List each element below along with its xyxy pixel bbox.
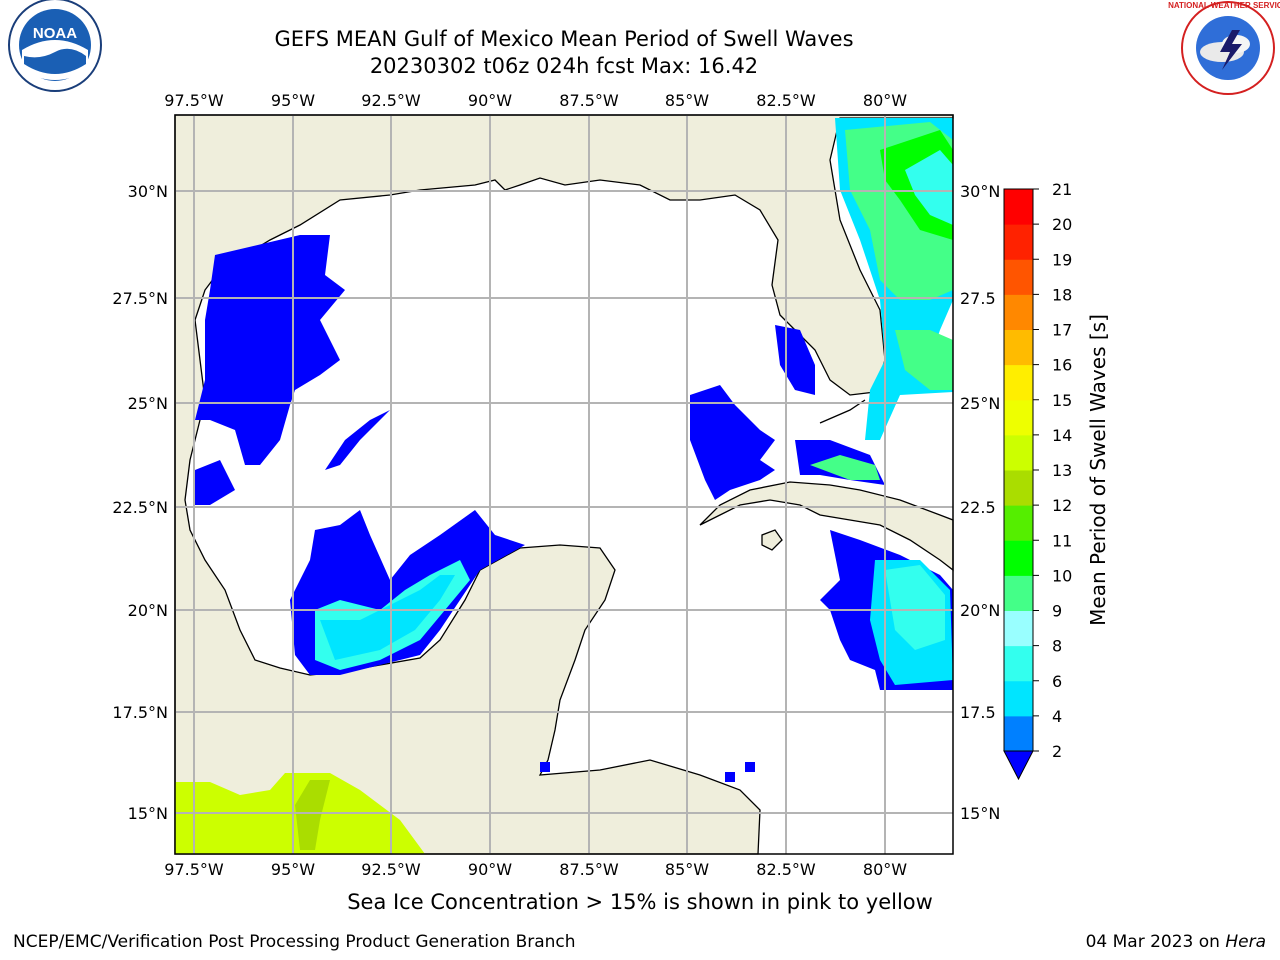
chart-title: GEFS MEAN Gulf of Mexico Mean Period of … <box>274 27 854 51</box>
colorbar-tick-label: 17 <box>1052 321 1072 340</box>
colorbar-segment <box>1004 434 1033 471</box>
footer-date: 04 Mar 2023 on Hera <box>1086 932 1266 952</box>
colorbar-segment <box>1004 259 1033 295</box>
gridlines <box>175 115 953 854</box>
lat-tick-left: 20°N <box>128 601 168 620</box>
map-panel <box>174 114 954 855</box>
colorbar-tick-label: 8 <box>1052 637 1062 656</box>
colorbar-tick-label: 6 <box>1052 672 1062 691</box>
lon-tick-top: 85°W <box>665 91 709 110</box>
lat-tick-right: 27.5 <box>960 289 996 308</box>
lon-tick-top: 97.5°W <box>164 91 224 110</box>
lat-tick-left: 30°N <box>128 182 168 201</box>
lon-tick-bottom: 92.5°W <box>361 860 421 879</box>
lat-tick-right: 20°N <box>960 601 1000 620</box>
colorbar-segment <box>1004 294 1033 330</box>
colorbar-segment <box>1004 645 1033 682</box>
colorbar-tick-label: 20 <box>1052 215 1072 234</box>
nws-logo: NATIONAL WEATHER SERVICE <box>1168 1 1280 95</box>
lon-tick-bottom: 97.5°W <box>164 860 224 879</box>
lon-tick-top: 92.5°W <box>361 91 421 110</box>
lon-tick-bottom: 87.5°W <box>559 860 619 879</box>
colorbar-segment <box>1004 470 1033 506</box>
svg-text:NATIONAL WEATHER SERVICE: NATIONAL WEATHER SERVICE <box>1168 1 1280 10</box>
colorbar-segment <box>1004 575 1033 611</box>
colorbar-tick-label: 18 <box>1052 285 1072 304</box>
lon-tick-bottom: 80°W <box>863 860 907 879</box>
chart-subtitle: 20230302 t06z 024h fcst Max: 16.42 <box>369 54 759 78</box>
lon-tick-top: 95°W <box>271 91 315 110</box>
lon-tick-bottom: 82.5°W <box>756 860 816 879</box>
footer-host: Hera <box>1225 932 1266 952</box>
lat-tick-right: 15°N <box>960 804 1000 823</box>
colorbar-tick-label: 9 <box>1052 602 1062 621</box>
colorbar-tick-label: 4 <box>1052 707 1062 726</box>
lon-tick-top: 90°W <box>468 91 512 110</box>
colorbar-extension <box>1003 750 1034 781</box>
lon-tick-bottom: 95°W <box>271 860 315 879</box>
colorbar-segment <box>1004 189 1033 225</box>
colorbar-segment <box>1004 505 1033 541</box>
colorbar-segment <box>1004 715 1033 752</box>
colorbar-segment <box>1004 329 1033 366</box>
svg-text:NOAA: NOAA <box>33 25 77 42</box>
colorbar-segment <box>1004 364 1033 401</box>
lon-tick-bottom: 85°W <box>665 860 709 879</box>
colorbar-segment <box>1004 540 1033 576</box>
colorbar-tick-label: 16 <box>1052 356 1072 375</box>
colorbar-tick-label: 12 <box>1052 496 1072 515</box>
colorbar-tick-label: 19 <box>1052 250 1072 269</box>
colorbar-segment <box>1004 224 1033 260</box>
lat-tick-right: 30°N <box>960 182 1000 201</box>
colorbar-tick-label: 15 <box>1052 391 1072 410</box>
footer-credit: NCEP/EMC/Verification Post Processing Pr… <box>13 932 576 952</box>
colorbar-tick-label: 21 <box>1052 180 1072 199</box>
lat-tick-right: 22.5 <box>960 498 996 517</box>
colorbar-tick-label: 13 <box>1052 461 1072 480</box>
lat-tick-left: 25°N <box>128 394 168 413</box>
lon-tick-top: 82.5°W <box>756 91 816 110</box>
lat-tick-left: 27.5°N <box>112 289 168 308</box>
lat-tick-left: 17.5°N <box>112 703 168 722</box>
colorbar-tick-label: 2 <box>1052 742 1062 761</box>
colorbar-segment <box>1004 680 1033 717</box>
lat-tick-left: 15°N <box>128 804 168 823</box>
sea-ice-note: Sea Ice Concentration > 15% is shown in … <box>347 890 933 914</box>
noaa-logo: NOAA <box>8 0 102 92</box>
lat-tick-left: 22.5°N <box>112 498 168 517</box>
colorbar-tick-label: 10 <box>1052 566 1072 585</box>
colorbar: 2 4 6 8 9 10 11 12 13 14 15 16 17 18 19 20 21 <box>1003 180 1072 781</box>
lon-tick-bottom: 90°W <box>468 860 512 879</box>
colorbar-segment <box>1004 399 1033 436</box>
footer-date-text: 04 Mar 2023 on <box>1085 932 1226 952</box>
land <box>174 114 954 855</box>
colorbar-label: Mean Period of Swell Waves [s] <box>1086 314 1110 626</box>
colorbar-tick-label: 11 <box>1052 531 1072 550</box>
colorbar-segment <box>1004 610 1033 647</box>
map-frame <box>174 114 954 855</box>
lat-tick-right: 25°N <box>960 394 1000 413</box>
lon-tick-top: 80°W <box>863 91 907 110</box>
lat-tick-right: 17.5 <box>960 703 996 722</box>
lon-tick-top: 87.5°W <box>559 91 619 110</box>
colorbar-tick-label: 14 <box>1052 426 1072 445</box>
